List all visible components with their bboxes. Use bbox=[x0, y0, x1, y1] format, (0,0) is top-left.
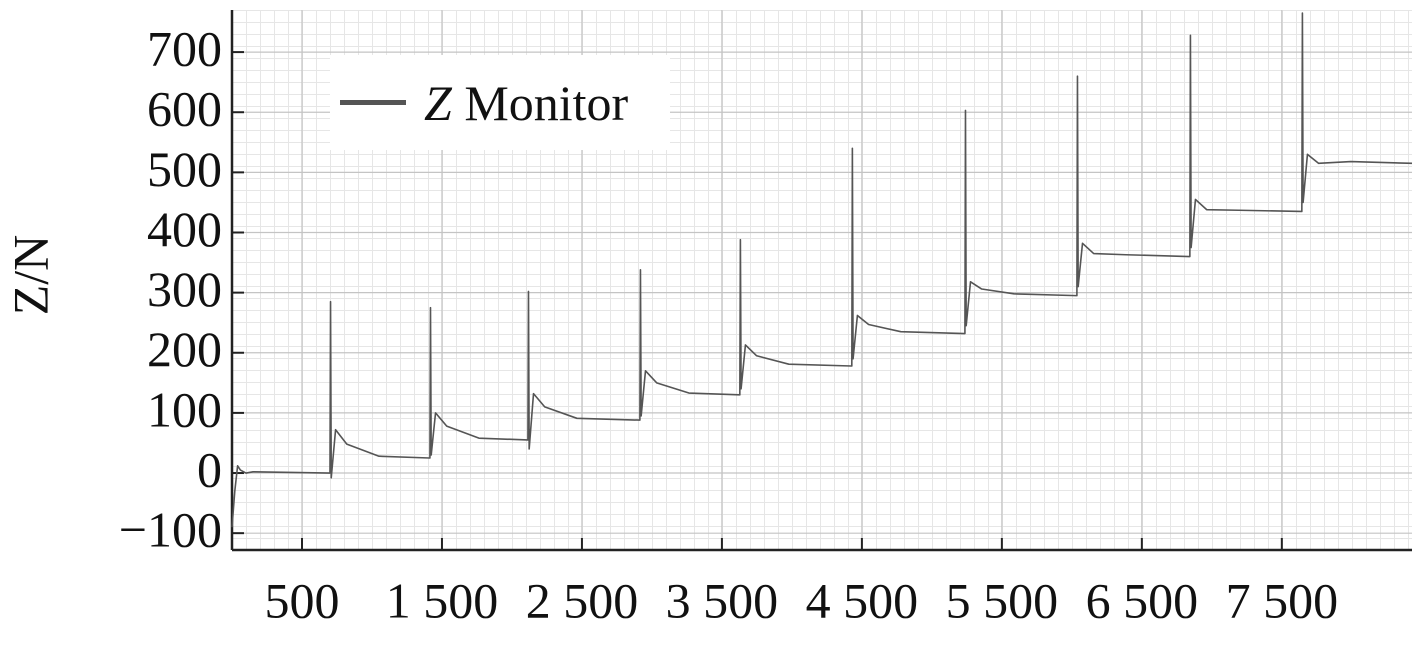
y-tick-label: 400 bbox=[147, 201, 222, 257]
data-line bbox=[231, 12, 1413, 528]
y-tick-label: 200 bbox=[147, 321, 222, 377]
x-tick-label: 1 500 bbox=[386, 572, 499, 628]
y-tick-label: 600 bbox=[147, 81, 222, 137]
x-tick-label: 3 500 bbox=[666, 572, 779, 628]
y-tick-label: 500 bbox=[147, 141, 222, 197]
x-tick-label: 6 500 bbox=[1086, 572, 1199, 628]
legend-swatch bbox=[340, 100, 406, 105]
y-tick-label: 300 bbox=[147, 261, 222, 317]
x-tick-label: 2 500 bbox=[526, 572, 639, 628]
x-tick-label: 5 500 bbox=[946, 572, 1059, 628]
y-tick-label: 0 bbox=[197, 441, 222, 497]
y-tick-label: 700 bbox=[147, 21, 222, 77]
x-tick-label: 500 bbox=[264, 572, 339, 628]
y-axis-label: Z/N bbox=[2, 235, 58, 316]
x-tick-label: 7 500 bbox=[1226, 572, 1339, 628]
y-tick-label: 100 bbox=[147, 381, 222, 437]
x-tick-label: 4 500 bbox=[806, 572, 919, 628]
legend: Z Monitor bbox=[330, 55, 670, 150]
y-tick-label: −100 bbox=[119, 502, 222, 558]
legend-label: Z Monitor bbox=[424, 74, 629, 131]
